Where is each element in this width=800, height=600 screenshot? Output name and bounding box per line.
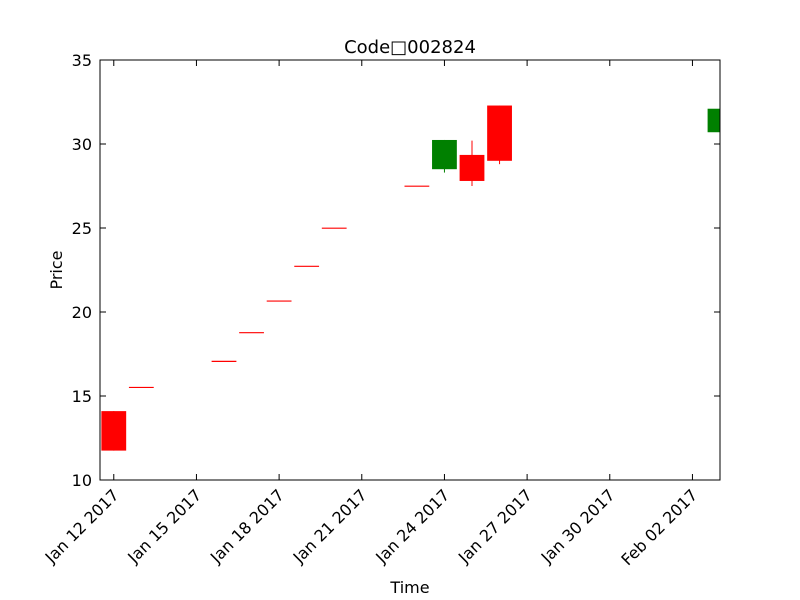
candle-2017-01-24 [432,139,457,173]
candle-2017-01-25 [459,140,485,186]
y-tick-label: 10 [72,471,92,490]
candle-2017-01-26 [487,105,512,165]
candle-2017-01-12 [101,411,127,451]
candle-body [432,139,457,170]
y-axis-ticks: 10 15 20 25 30 35 [72,51,720,490]
y-tick-label: 30 [72,135,92,154]
y-tick-label: 20 [72,303,92,322]
candle-body [101,411,127,451]
y-tick-label: 15 [72,387,92,406]
candle-body [487,105,512,161]
y-axis-label: Price [47,250,66,289]
x-axis-label: Time [389,578,429,597]
plot-frame [99,59,721,481]
candle-2017-02-03 [707,107,720,148]
y-tick-label: 35 [72,51,92,70]
y-tick-label: 25 [72,219,92,238]
chart-title: Code□002824 [344,37,476,58]
candles [101,105,720,451]
plot-area [100,60,720,480]
candle-body [707,108,720,133]
candle-body [459,154,485,181]
